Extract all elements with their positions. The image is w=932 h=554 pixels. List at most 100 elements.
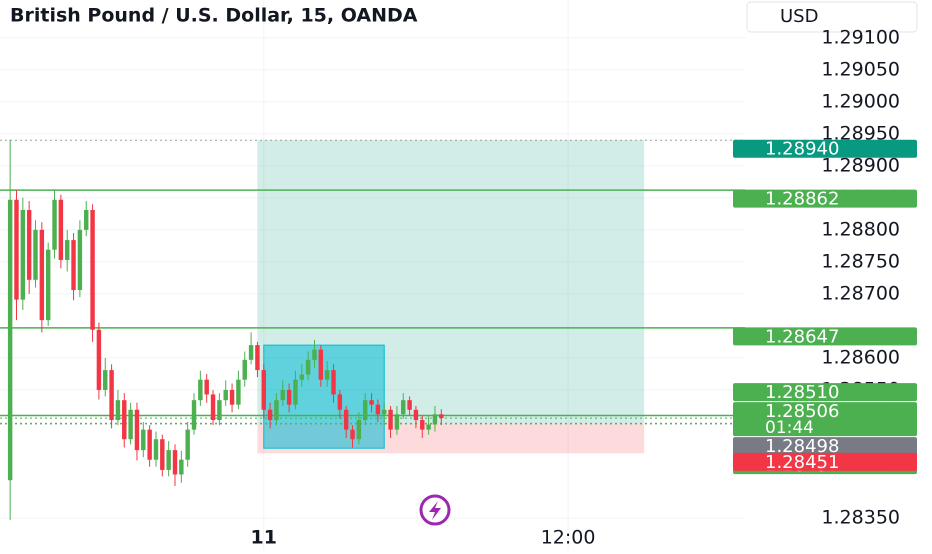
price-tag-label: 1.28647 xyxy=(765,326,839,347)
candle-body xyxy=(305,359,311,375)
currency-button[interactable] xyxy=(746,1,918,33)
candle-body xyxy=(362,400,368,421)
candle-body xyxy=(115,400,121,421)
candle-body xyxy=(394,414,400,430)
price-tag xyxy=(733,139,917,158)
candle-body xyxy=(122,400,127,440)
candle-body xyxy=(337,394,343,410)
candle-body xyxy=(274,400,279,421)
candle-body xyxy=(33,229,38,280)
y-tick-label: 1.28950 xyxy=(821,122,900,144)
candle-body xyxy=(166,450,171,470)
candle-body xyxy=(324,370,330,380)
candle-body xyxy=(58,199,64,260)
candle-body xyxy=(26,210,32,280)
candle-body xyxy=(413,409,419,421)
price-tag-label: 1.28451 xyxy=(765,452,839,473)
candle-body xyxy=(280,389,286,401)
candle-body xyxy=(7,199,13,481)
candle-body xyxy=(179,459,184,475)
x-tick-label: 12:00 xyxy=(541,527,596,549)
candle-body xyxy=(426,424,431,430)
candle-body xyxy=(432,414,438,425)
candle-body xyxy=(286,389,292,405)
plot-area xyxy=(0,0,745,550)
price-tag-label: 1.28510 xyxy=(765,382,839,403)
candle-body xyxy=(109,370,114,421)
price-tag-label: 1.28506 xyxy=(765,401,839,422)
candle-body xyxy=(318,349,324,380)
currency-label[interactable]: USD xyxy=(780,6,818,27)
price-tag xyxy=(733,402,917,437)
candle-body xyxy=(401,400,406,415)
y-tick-label: 1.28700 xyxy=(821,282,900,304)
candle-body xyxy=(255,345,260,371)
candle-body xyxy=(369,400,374,405)
price-tag-label: 1.28862 xyxy=(765,189,839,210)
candle-body xyxy=(45,249,51,321)
candle-body xyxy=(382,409,387,415)
price-tag xyxy=(733,383,917,402)
candle-body xyxy=(236,379,241,405)
price-tag xyxy=(733,327,917,346)
price-tag xyxy=(733,452,917,471)
candle-body xyxy=(331,370,336,395)
candle-body xyxy=(242,359,247,380)
candle-body xyxy=(185,429,190,460)
candle-body xyxy=(261,370,266,410)
countdown-label: 01:44 xyxy=(765,418,814,438)
candle-body xyxy=(223,389,228,401)
candle-body xyxy=(77,229,83,291)
candle-body xyxy=(439,414,444,419)
x-tick-label: 11 xyxy=(251,527,277,549)
y-tick-label: 1.29100 xyxy=(821,26,900,48)
candle-body xyxy=(299,374,305,380)
price-tag xyxy=(733,437,917,456)
price-tag xyxy=(733,189,917,208)
candle-body xyxy=(420,420,425,430)
y-tick-label: 1.28350 xyxy=(821,506,900,528)
replay-icon[interactable] xyxy=(419,494,451,526)
candle-body xyxy=(350,429,355,440)
candle-body xyxy=(160,439,165,470)
y-tick-label: 1.28900 xyxy=(821,154,900,176)
candle-body xyxy=(14,199,19,300)
price-tag-label: 1.28498 xyxy=(765,436,839,457)
candle-body xyxy=(312,349,317,360)
candle-body xyxy=(172,450,178,475)
candle-body xyxy=(90,210,95,330)
y-tick-label: 1.29000 xyxy=(821,90,900,112)
candle-body xyxy=(84,210,89,230)
candle-body xyxy=(343,409,349,430)
candle-body xyxy=(20,210,26,300)
candle-body xyxy=(134,409,140,451)
candle-body xyxy=(191,400,197,430)
candle-body xyxy=(147,429,152,460)
candle-body xyxy=(356,420,362,440)
candle-body xyxy=(141,429,146,451)
candle-body xyxy=(52,199,57,250)
candle-body xyxy=(217,400,222,421)
candle-body xyxy=(128,409,133,440)
candle-body xyxy=(64,240,70,260)
candle-body xyxy=(103,370,108,390)
candle-body xyxy=(267,409,273,421)
candle-body xyxy=(375,404,381,415)
candle-body xyxy=(388,409,393,430)
candle-body xyxy=(248,345,254,360)
candle-body xyxy=(407,400,412,410)
y-tick-label: 1.28600 xyxy=(821,346,900,368)
candle-body xyxy=(293,379,298,405)
candle-body xyxy=(198,379,203,401)
candle-body xyxy=(210,394,216,421)
candle-body xyxy=(39,229,45,321)
candle-body xyxy=(71,240,76,291)
y-tick-label: 1.28800 xyxy=(821,218,900,240)
candle-body xyxy=(153,439,159,460)
y-tick-label: 1.28750 xyxy=(821,250,900,272)
price-tag-label: 1.28940 xyxy=(765,139,839,160)
candle-body xyxy=(229,389,235,405)
y-tick-label: 1.29050 xyxy=(821,58,900,80)
candle-body xyxy=(204,379,209,395)
